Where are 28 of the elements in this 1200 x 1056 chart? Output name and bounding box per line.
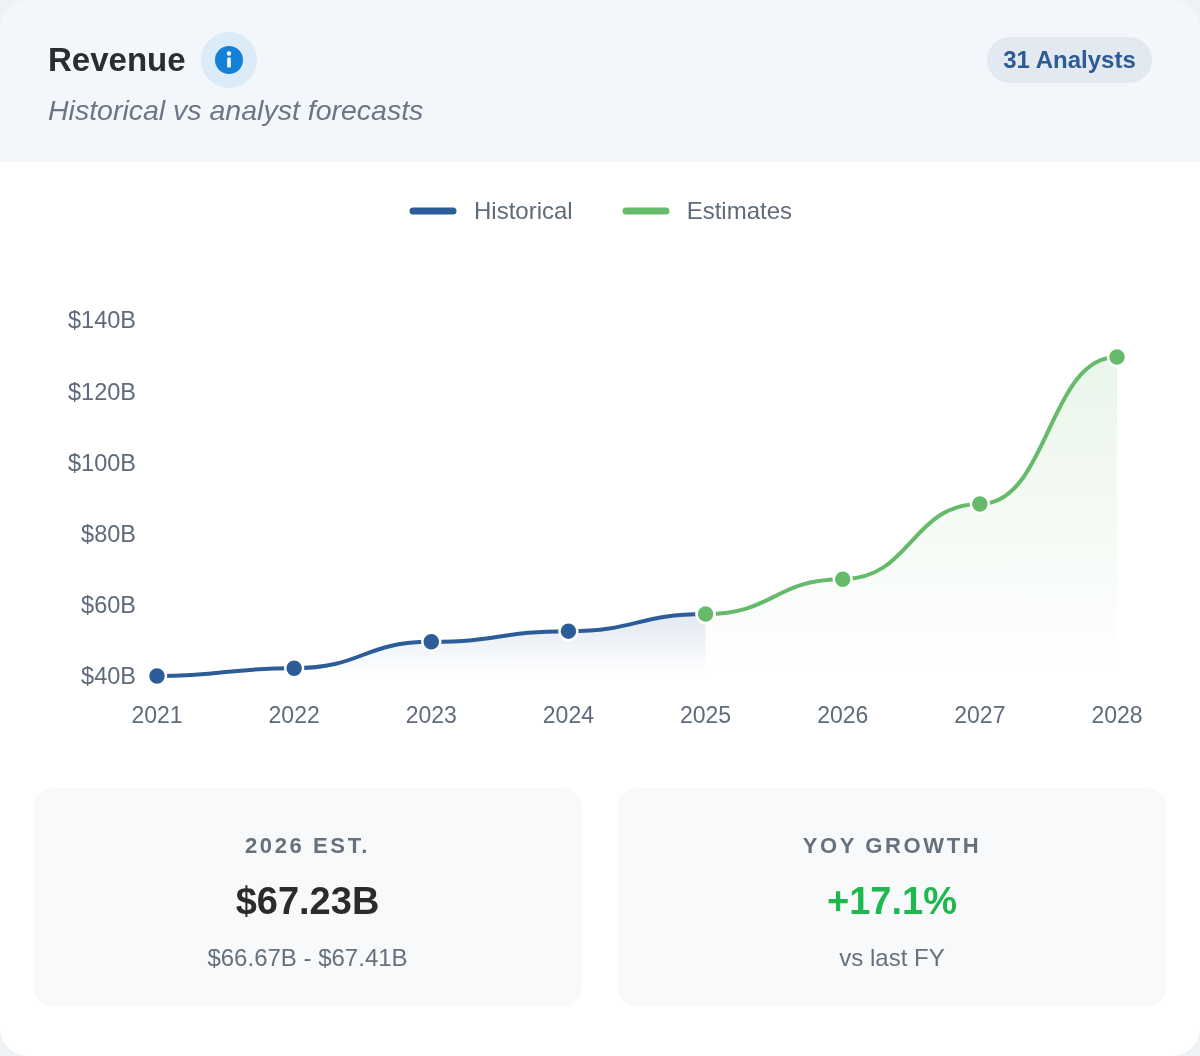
chart-subtitle: Historical vs analyst forecasts <box>48 94 424 126</box>
x-tick-label: 2023 <box>405 702 457 729</box>
y-tick-label: $40B <box>81 663 136 690</box>
chart-title: Revenue <box>48 41 186 78</box>
point <box>1106 346 1128 368</box>
stat-card: YOY GROWTH +17.1% vs last FY <box>617 788 1167 1006</box>
point <box>421 631 442 653</box>
x-tick-label: 2026 <box>817 702 869 729</box>
x-tick-label: 2025 <box>679 702 732 729</box>
badge: 31 Analysts <box>987 37 1152 83</box>
point <box>969 493 991 515</box>
y-tick-label: $140B <box>68 307 136 334</box>
y-tick-label: $80B <box>81 520 136 547</box>
point <box>146 665 168 687</box>
point <box>832 568 853 590</box>
x-tick-label: 2028 <box>1091 702 1143 729</box>
y-tick-label: $120B <box>68 378 136 405</box>
y-tick-label: $100B <box>68 449 136 476</box>
point <box>558 620 579 642</box>
x-tick-label: 2027 <box>954 702 1006 729</box>
legend-label: Estimates <box>686 197 793 224</box>
legend-label: Historical <box>473 197 573 224</box>
x-tick-label: 2024 <box>542 702 595 729</box>
y-tick-label: $60B <box>81 592 136 619</box>
point <box>283 657 305 679</box>
x-tick-label: 2021 <box>131 702 183 729</box>
x-tick-label: 2022 <box>268 702 320 729</box>
stat-card: 2026 EST. $67.23B $66.67B - $67.41B <box>33 788 582 1006</box>
